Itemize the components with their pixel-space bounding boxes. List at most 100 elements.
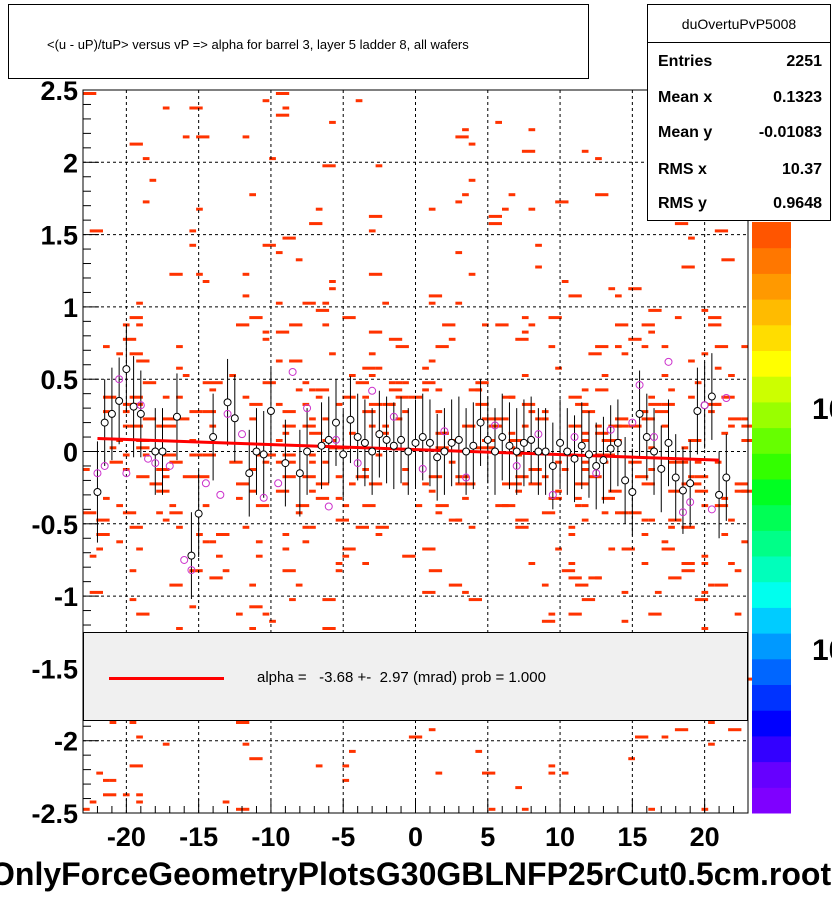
histogram-bin	[295, 388, 303, 392]
histogram-bin	[169, 511, 183, 515]
histogram-bin	[129, 764, 143, 768]
histogram-bin	[236, 496, 243, 500]
histogram-bin	[362, 468, 369, 471]
histogram-bin	[189, 605, 197, 609]
histogram-bin	[309, 453, 316, 457]
histogram-bin	[628, 511, 642, 515]
histogram-bin	[322, 301, 330, 305]
palette-cell	[752, 607, 791, 634]
histogram-bin	[482, 323, 489, 327]
histogram-bin	[635, 475, 649, 479]
profile-marker	[715, 490, 724, 499]
histogram-bin	[322, 417, 330, 421]
histogram-bin	[342, 547, 350, 551]
histogram-bin	[415, 504, 423, 508]
histogram-bin	[728, 424, 735, 428]
histogram-bin	[249, 193, 256, 197]
histogram-bin	[595, 424, 602, 428]
histogram-bin	[349, 374, 356, 377]
histogram-bin	[309, 489, 316, 493]
histogram-bin	[282, 547, 290, 551]
profile-marker	[172, 412, 181, 421]
profile-marker	[657, 464, 666, 473]
histogram-bin	[355, 525, 369, 529]
histogram-bin	[595, 345, 609, 349]
palette-cell	[752, 376, 791, 403]
histogram-bin	[282, 453, 296, 457]
histogram-bin	[615, 511, 629, 515]
histogram-bin	[295, 258, 303, 262]
histogram-bin	[442, 431, 449, 435]
histogram-bin	[129, 395, 143, 399]
histogram-bin	[422, 482, 429, 486]
profile-marker	[483, 435, 492, 444]
histogram-bin	[202, 453, 216, 457]
histogram-bin	[455, 200, 463, 204]
profile-marker	[252, 447, 261, 456]
histogram-bin	[322, 164, 336, 168]
histogram-bin	[528, 128, 536, 132]
histogram-bin	[568, 395, 582, 399]
histogram-bin	[96, 771, 103, 775]
histogram-bin	[528, 562, 536, 565]
histogram-bin	[694, 381, 702, 385]
palette-cell	[752, 273, 791, 300]
histogram-bin	[475, 388, 483, 392]
y-tick-label: 2	[63, 148, 78, 178]
histogram-bin	[541, 619, 556, 623]
histogram-bin	[741, 540, 749, 544]
x-tick-label: 20	[690, 822, 720, 852]
histogram-bin	[734, 482, 748, 486]
profile-marker	[389, 441, 398, 450]
palette-cell	[752, 350, 791, 377]
histogram-bin	[176, 417, 190, 421]
histogram-bin	[176, 525, 183, 529]
profile-marker	[346, 415, 355, 424]
palette-cell	[752, 530, 791, 557]
histogram-bin	[349, 431, 356, 435]
alt-marker	[534, 430, 543, 439]
histogram-bin	[422, 381, 436, 385]
histogram-bin	[408, 735, 423, 739]
histogram-bin	[255, 504, 270, 508]
histogram-bin	[129, 424, 143, 428]
histogram-bin	[581, 431, 589, 435]
histogram-bin	[721, 431, 729, 435]
histogram-bin	[375, 533, 383, 536]
histogram-bin	[701, 308, 709, 312]
histogram-bin	[714, 583, 729, 587]
profile-marker	[599, 456, 608, 465]
histogram-bin	[395, 417, 403, 421]
histogram-bin	[375, 525, 389, 529]
histogram-bin	[388, 337, 403, 341]
histogram-bin	[628, 287, 642, 291]
palette-cell	[752, 247, 791, 274]
histogram-bin	[209, 388, 217, 392]
profile-marker	[635, 409, 644, 418]
histogram-bin	[548, 316, 562, 320]
histogram-bin	[275, 402, 283, 406]
histogram-bin	[508, 439, 522, 442]
histogram-bin	[189, 569, 203, 573]
alt-marker	[223, 409, 232, 418]
histogram-bin	[335, 569, 343, 573]
histogram-bin	[528, 323, 536, 327]
histogram-bin	[249, 605, 263, 609]
profile-marker	[339, 450, 348, 459]
histogram-bin	[648, 612, 662, 616]
profile-marker	[548, 461, 557, 470]
histogram-bin	[508, 431, 516, 435]
histogram-bin	[295, 511, 303, 515]
histogram-bin	[435, 771, 443, 775]
legend-text: alpha = -3.68 +- 2.97 (mrad) prob = 1.00…	[257, 669, 546, 686]
x-axis: -20 -15 -10 -5 0 5 10 15 20	[82, 799, 749, 852]
profile-marker	[331, 418, 340, 427]
histogram-bin	[428, 301, 436, 305]
histogram-bin	[149, 482, 163, 486]
histogram-bin	[668, 525, 675, 529]
histogram-bin	[648, 518, 655, 522]
palette-cell	[752, 556, 791, 583]
histogram-bin	[721, 496, 729, 500]
histogram-bin	[521, 316, 529, 320]
histogram-bin	[249, 627, 256, 630]
